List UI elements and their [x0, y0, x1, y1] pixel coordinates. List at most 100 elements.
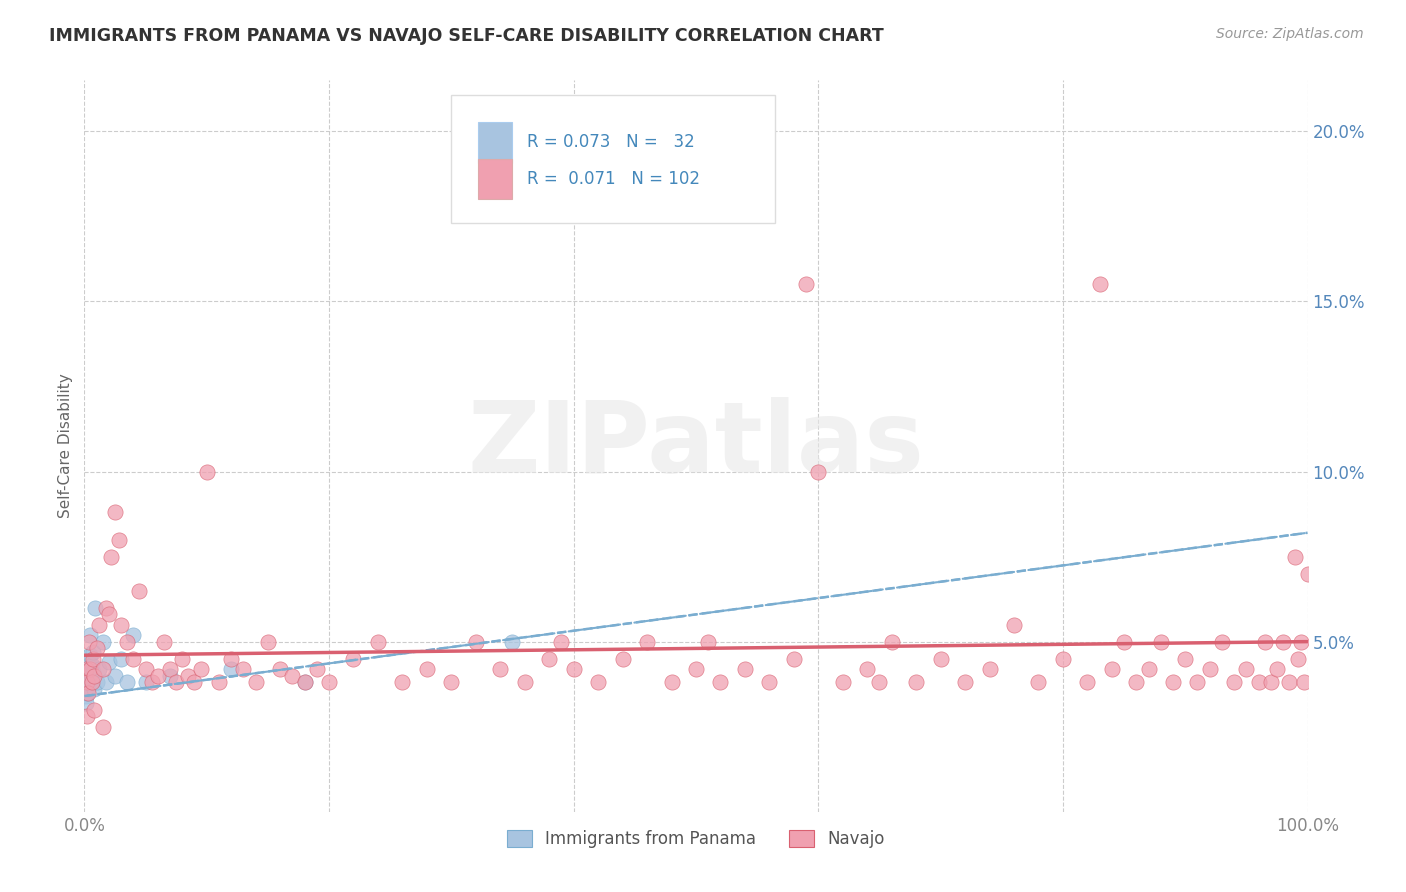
Point [77, 675, 100, 690]
Point [1284, 549, 1306, 564]
Point [1272, 634, 1295, 648]
Point [165, 675, 187, 690]
Point [86, 675, 108, 690]
Text: IMMIGRANTS FROM PANAMA VS NAVAJO SELF-CARE DISABILITY CORRELATION CHART: IMMIGRANTS FROM PANAMA VS NAVAJO SELF-CA… [49, 27, 884, 45]
Text: ZIPatlas: ZIPatlas [468, 398, 924, 494]
Point [538, 651, 561, 665]
Point [1137, 662, 1160, 676]
Point [128, 583, 150, 598]
Point [489, 662, 512, 676]
Point [75, 696, 97, 710]
Point [80, 658, 103, 673]
Point [97, 655, 120, 669]
Point [1150, 634, 1173, 648]
Point [91, 720, 114, 734]
Point [91, 634, 114, 648]
Point [305, 662, 328, 676]
Point [391, 675, 413, 690]
Point [1265, 662, 1288, 676]
Point [76, 662, 98, 676]
Point [82, 665, 104, 680]
Point [709, 675, 731, 690]
Point [758, 675, 780, 690]
FancyBboxPatch shape [478, 159, 513, 199]
Text: R = 0.073   N =   32: R = 0.073 N = 32 [527, 134, 695, 152]
Point [880, 634, 903, 648]
Point [586, 675, 609, 690]
Point [115, 634, 138, 648]
Point [110, 651, 132, 665]
Point [77, 682, 100, 697]
Point [1088, 277, 1111, 292]
Point [1101, 662, 1123, 676]
Point [245, 675, 267, 690]
Point [80, 675, 103, 690]
Point [1076, 675, 1098, 690]
Point [257, 634, 280, 648]
Point [97, 607, 120, 622]
Point [1296, 566, 1319, 581]
Point [208, 675, 231, 690]
Point [87, 662, 110, 676]
Y-axis label: Self-Care Disability: Self-Care Disability [58, 374, 73, 518]
Point [1223, 675, 1246, 690]
Point [783, 651, 806, 665]
Point [83, 668, 105, 682]
Point [122, 628, 145, 642]
Point [1002, 617, 1025, 632]
Point [318, 675, 340, 690]
Point [79, 628, 101, 642]
Point [79, 662, 101, 676]
Legend: Immigrants from Panama, Navajo: Immigrants from Panama, Navajo [501, 823, 891, 855]
Point [96, 675, 118, 690]
Point [122, 651, 145, 665]
Point [82, 645, 104, 659]
Point [979, 662, 1001, 676]
Point [232, 662, 254, 676]
Point [905, 675, 928, 690]
Point [502, 634, 524, 648]
Point [87, 617, 110, 632]
Point [1198, 662, 1220, 676]
Point [1292, 675, 1315, 690]
Point [79, 675, 101, 690]
Point [159, 668, 181, 682]
Point [294, 675, 316, 690]
Point [831, 675, 853, 690]
Point [146, 668, 169, 682]
Point [195, 465, 218, 479]
Point [685, 662, 707, 676]
Point [269, 662, 291, 676]
Point [77, 686, 100, 700]
Point [183, 675, 205, 690]
Point [83, 682, 105, 697]
Point [172, 651, 194, 665]
Point [661, 675, 683, 690]
Point [83, 703, 105, 717]
Point [77, 634, 100, 648]
Point [281, 668, 304, 682]
Point [1211, 634, 1233, 648]
Point [294, 675, 316, 690]
Point [77, 655, 100, 669]
Point [1286, 651, 1309, 665]
Point [1174, 651, 1197, 665]
Point [141, 675, 163, 690]
Point [110, 617, 132, 632]
Point [550, 634, 572, 648]
Point [75, 675, 97, 690]
Point [190, 662, 212, 676]
Point [1291, 634, 1313, 648]
Point [135, 675, 157, 690]
Text: R =  0.071   N = 102: R = 0.071 N = 102 [527, 170, 700, 188]
Point [96, 600, 118, 615]
Point [697, 634, 720, 648]
Point [1278, 675, 1301, 690]
Point [1254, 634, 1277, 648]
Point [153, 634, 176, 648]
FancyBboxPatch shape [451, 95, 776, 223]
Point [440, 675, 463, 690]
Point [104, 505, 127, 519]
Point [416, 662, 439, 676]
Point [75, 689, 97, 703]
